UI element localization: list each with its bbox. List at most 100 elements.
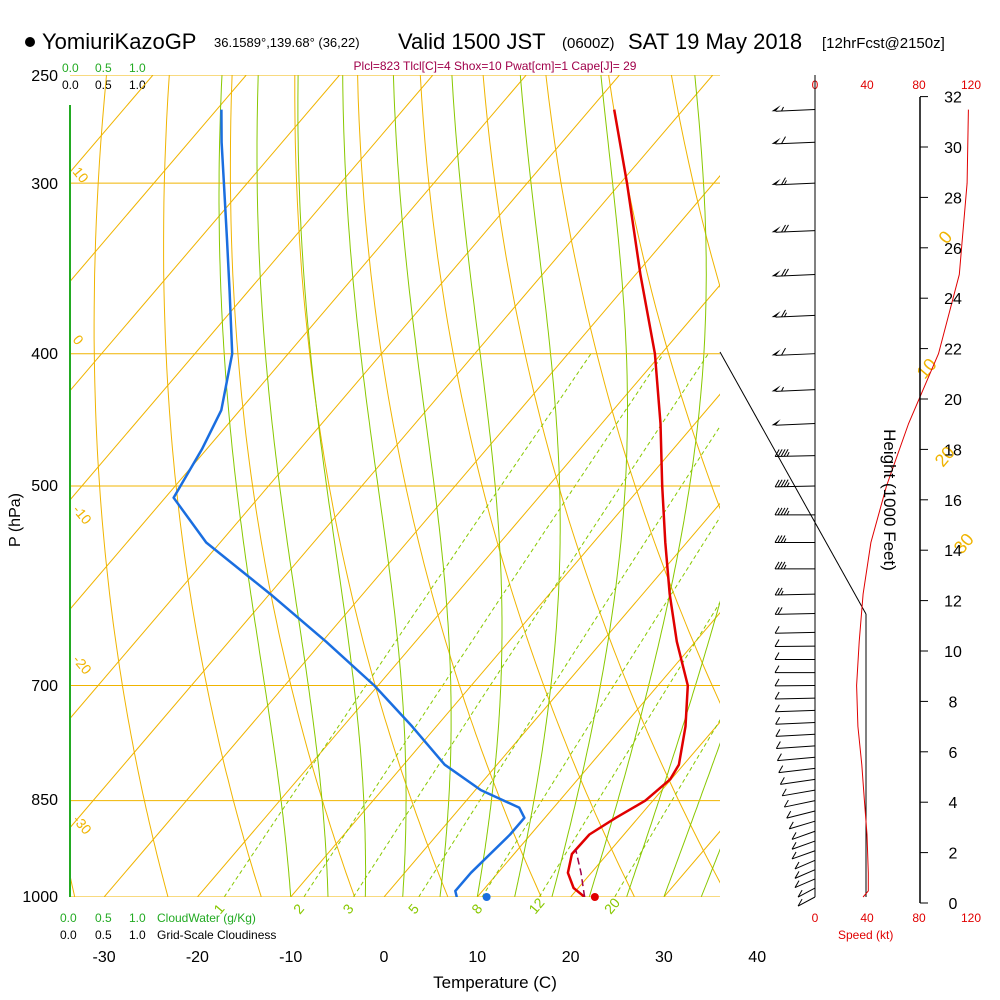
mixing-ratio-line bbox=[538, 601, 720, 897]
speed-tick-bottom: 0 bbox=[812, 911, 819, 925]
height-tick-label: 2 bbox=[949, 846, 958, 863]
dry-adiabat bbox=[545, 75, 720, 705]
cloud-top-black-1: 0.5 bbox=[95, 78, 112, 92]
mixing-ratio-line bbox=[614, 719, 720, 897]
height-tick-label: 30 bbox=[944, 140, 962, 157]
barb-staff bbox=[777, 756, 816, 762]
height-tick-label: 16 bbox=[944, 493, 962, 510]
barb-flag bbox=[779, 777, 785, 785]
barb-pennant bbox=[771, 385, 781, 392]
skewt-grid bbox=[70, 75, 720, 897]
barb-pennant bbox=[771, 419, 781, 426]
wind-barb bbox=[771, 177, 816, 186]
barb-flag bbox=[777, 449, 783, 457]
cloud-bottom-green-0: 0.0 bbox=[60, 911, 77, 925]
barb-staff bbox=[797, 896, 816, 907]
barb-flag bbox=[781, 347, 786, 356]
wind-barb bbox=[788, 820, 816, 830]
barb-half-flag bbox=[783, 538, 787, 543]
barb-flag bbox=[774, 449, 780, 457]
stability-indices: Plcl=823 Tlcl[C]=4 Shox=10 Pwat[cm]=1 Ca… bbox=[354, 59, 637, 73]
barb-flag bbox=[780, 561, 786, 570]
dry-adiabat bbox=[93, 75, 169, 897]
wind-barb bbox=[771, 419, 816, 426]
wind-barb bbox=[776, 753, 816, 762]
barb-flag bbox=[774, 678, 780, 687]
mixing-ratio-line bbox=[418, 425, 720, 897]
wind-barb bbox=[778, 765, 816, 774]
barb-flag bbox=[780, 507, 786, 516]
dewpoint-line bbox=[172, 109, 526, 897]
barb-staff bbox=[775, 613, 816, 615]
dry-adiabat bbox=[229, 75, 356, 897]
barb-half-flag bbox=[781, 386, 784, 392]
barb-flag bbox=[783, 799, 789, 808]
barb-half-flag bbox=[781, 106, 784, 112]
wind-barb bbox=[771, 309, 816, 318]
barb-staff bbox=[775, 593, 816, 596]
speed-tick-bottom: 40 bbox=[860, 911, 874, 925]
barb-staff bbox=[775, 455, 816, 457]
speed-tick-bottom: 80 bbox=[912, 911, 926, 925]
wind-barb bbox=[775, 729, 816, 737]
mixing-ratio-label: 5 bbox=[405, 901, 422, 917]
height-tick-label: 8 bbox=[949, 694, 958, 711]
speed-tick-top: 40 bbox=[860, 78, 874, 92]
barb-flag bbox=[794, 871, 800, 879]
wind-barb bbox=[771, 136, 816, 145]
barb-flag bbox=[781, 788, 787, 797]
moist-adiabat bbox=[218, 75, 292, 897]
barb-flag bbox=[777, 507, 783, 516]
barb-flag bbox=[781, 224, 786, 233]
cloudwater-label: CloudWater (g/Kg) bbox=[157, 911, 256, 925]
barb-flag bbox=[781, 177, 786, 185]
barb-staff bbox=[776, 745, 816, 749]
barb-staff bbox=[775, 721, 816, 725]
dry-adiabat bbox=[608, 75, 720, 510]
barb-flag bbox=[786, 810, 792, 819]
barb-flag bbox=[794, 880, 800, 888]
barb-flag bbox=[781, 309, 786, 318]
wind-barb bbox=[794, 878, 816, 889]
mixing-ratio-labels: 1 2 3 5 8 12 20 bbox=[210, 895, 623, 917]
barb-staff bbox=[791, 830, 816, 840]
barb-flag bbox=[784, 268, 789, 277]
moist-adiabat bbox=[551, 75, 628, 897]
height-tick-label: 12 bbox=[944, 594, 962, 611]
wind-barb bbox=[771, 224, 816, 233]
wind-barb bbox=[794, 869, 816, 879]
barb-staff bbox=[791, 840, 816, 850]
wind-barb bbox=[774, 535, 815, 544]
barb-half-flag bbox=[784, 180, 787, 185]
mixing-ratio-label: 20 bbox=[601, 895, 623, 917]
barb-staff bbox=[775, 485, 816, 488]
temperature-tick: -20 bbox=[186, 949, 209, 966]
barb-flag bbox=[783, 479, 789, 487]
temperature-axis-title: Temperature (C) bbox=[433, 973, 557, 992]
cloud-top-green-1: 0.5 bbox=[95, 61, 112, 75]
left-edge-label: -10 bbox=[70, 502, 95, 528]
sounding-profiles bbox=[172, 109, 690, 897]
pressure-label: 500 bbox=[31, 478, 58, 495]
barb-flag bbox=[777, 479, 783, 488]
wind-barb bbox=[791, 850, 816, 860]
barb-flag bbox=[781, 268, 786, 277]
wind-barb bbox=[771, 347, 816, 356]
height-tick-label: 14 bbox=[944, 543, 962, 560]
wind-barb bbox=[774, 665, 815, 674]
barb-staff bbox=[778, 767, 816, 774]
wind-barb bbox=[779, 777, 816, 785]
barb-staff bbox=[775, 733, 816, 737]
mixing-ratio-label: 3 bbox=[339, 901, 356, 917]
barb-staff bbox=[775, 423, 816, 426]
barb-staff bbox=[775, 631, 816, 634]
barb-staff bbox=[775, 230, 816, 233]
valid-utc: (0600Z) bbox=[562, 35, 615, 52]
pressure-label: 250 bbox=[31, 68, 58, 85]
barb-flag bbox=[774, 704, 780, 713]
barb-staff bbox=[775, 353, 816, 356]
mixing-ratio-line bbox=[481, 516, 720, 897]
left-edge-label: -20 bbox=[70, 652, 95, 678]
barb-pennant bbox=[771, 270, 781, 277]
